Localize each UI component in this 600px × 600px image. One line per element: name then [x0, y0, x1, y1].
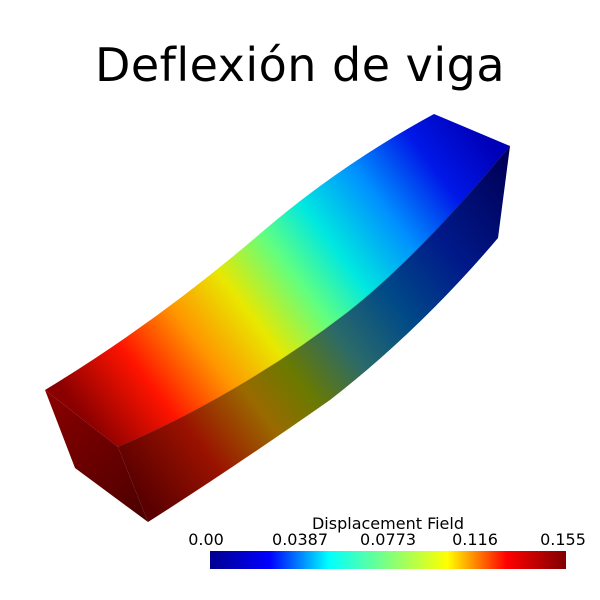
colorbar-tick-label: 0.0387	[272, 530, 328, 549]
colorbar-gradient	[210, 551, 566, 569]
beam-top-edge	[117, 145, 511, 448]
beam-side-face	[118, 146, 510, 522]
colorbar-tick-label: 0.00	[188, 530, 224, 549]
colorbar-tick-label: 0.155	[540, 530, 586, 549]
beam-free-end-face	[45, 390, 148, 522]
beam-top-face	[45, 114, 510, 447]
colorbar-tick-label: 0.0773	[360, 530, 416, 549]
colorbar-title: Displacement Field	[311, 514, 464, 533]
scene-title: Deflexión de viga	[94, 38, 506, 92]
colorbar-tick-label: 0.116	[452, 530, 498, 549]
